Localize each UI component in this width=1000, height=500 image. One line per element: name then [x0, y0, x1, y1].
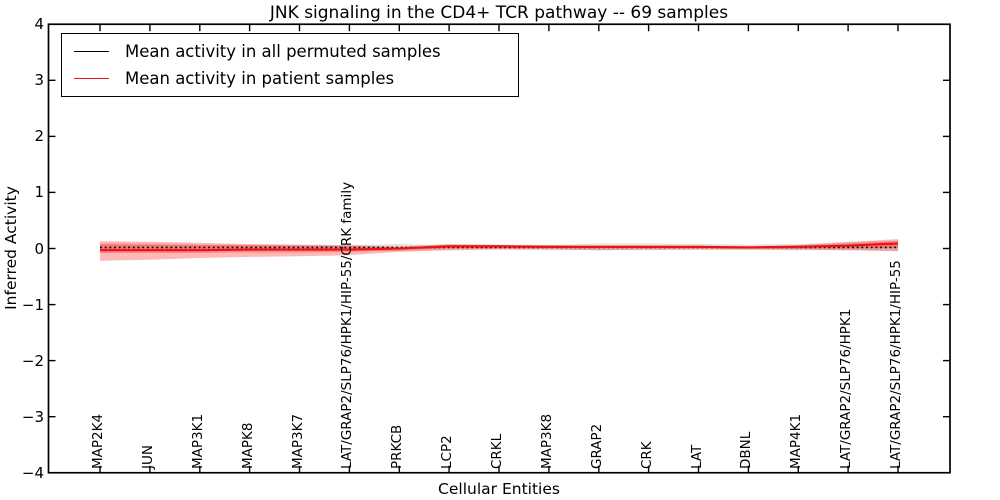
black-line-swatch-icon: [74, 51, 109, 52]
x-tick-label: DBNL: [738, 431, 755, 469]
y-tick-label: 4: [34, 15, 44, 34]
y-tick-label: 1: [34, 183, 44, 202]
x-tick-label: JUN: [139, 445, 156, 469]
x-tick-label: MAP3K1: [189, 413, 206, 469]
y-tick-label: −2: [21, 351, 44, 370]
legend-entry-permuted: Mean activity in all permuted samples: [62, 42, 518, 61]
x-tick-label: LAT/GRAP2/SLP76/HPK1: [838, 308, 855, 469]
legend-label-permuted: Mean activity in all permuted samples: [125, 42, 441, 61]
y-tick-label: 0: [34, 239, 44, 258]
legend-label-patient: Mean activity in patient samples: [125, 69, 395, 88]
x-axis-label: Cellular Entities: [438, 480, 560, 498]
x-tick-label: PRKCB: [389, 424, 406, 469]
y-tick-label: 2: [34, 127, 44, 146]
x-tick-label: MAPK8: [239, 422, 256, 469]
legend: Mean activity in all permuted samples Me…: [61, 33, 519, 97]
mean-line-patient: [100, 242, 899, 252]
chart-title: JNK signaling in the CD4+ TCR pathway --…: [269, 3, 729, 23]
x-tick-label: LAT/GRAP2/SLP76/HPK1/HIP-55/CRK family: [339, 181, 356, 469]
x-tick-label: MAP4K1: [788, 413, 805, 469]
red-line-swatch-icon: [74, 78, 109, 79]
y-tick-label: −4: [21, 463, 44, 482]
y-tick-label: −3: [21, 407, 44, 426]
x-tick-label: CRKL: [489, 433, 505, 469]
x-tick-label: CRK: [638, 441, 655, 469]
x-tick-label: LAT/GRAP2/SLP76/HPK1/HIP-55: [888, 260, 904, 469]
y-tick-label: 3: [34, 71, 44, 90]
x-tick-label: MAP3K8: [538, 413, 555, 469]
confidence-band-patient-samples-outer: [100, 239, 898, 261]
x-tick-label: LAT: [688, 444, 705, 469]
y-tick-label: −1: [21, 295, 44, 314]
x-tick-label: LCP2: [439, 435, 456, 469]
x-tick-label: GRAP2: [588, 423, 605, 469]
legend-entry-patient: Mean activity in patient samples: [62, 69, 518, 88]
x-tick-label: MAP2K4: [90, 413, 106, 469]
x-tick-label: MAP3K7: [289, 413, 306, 469]
